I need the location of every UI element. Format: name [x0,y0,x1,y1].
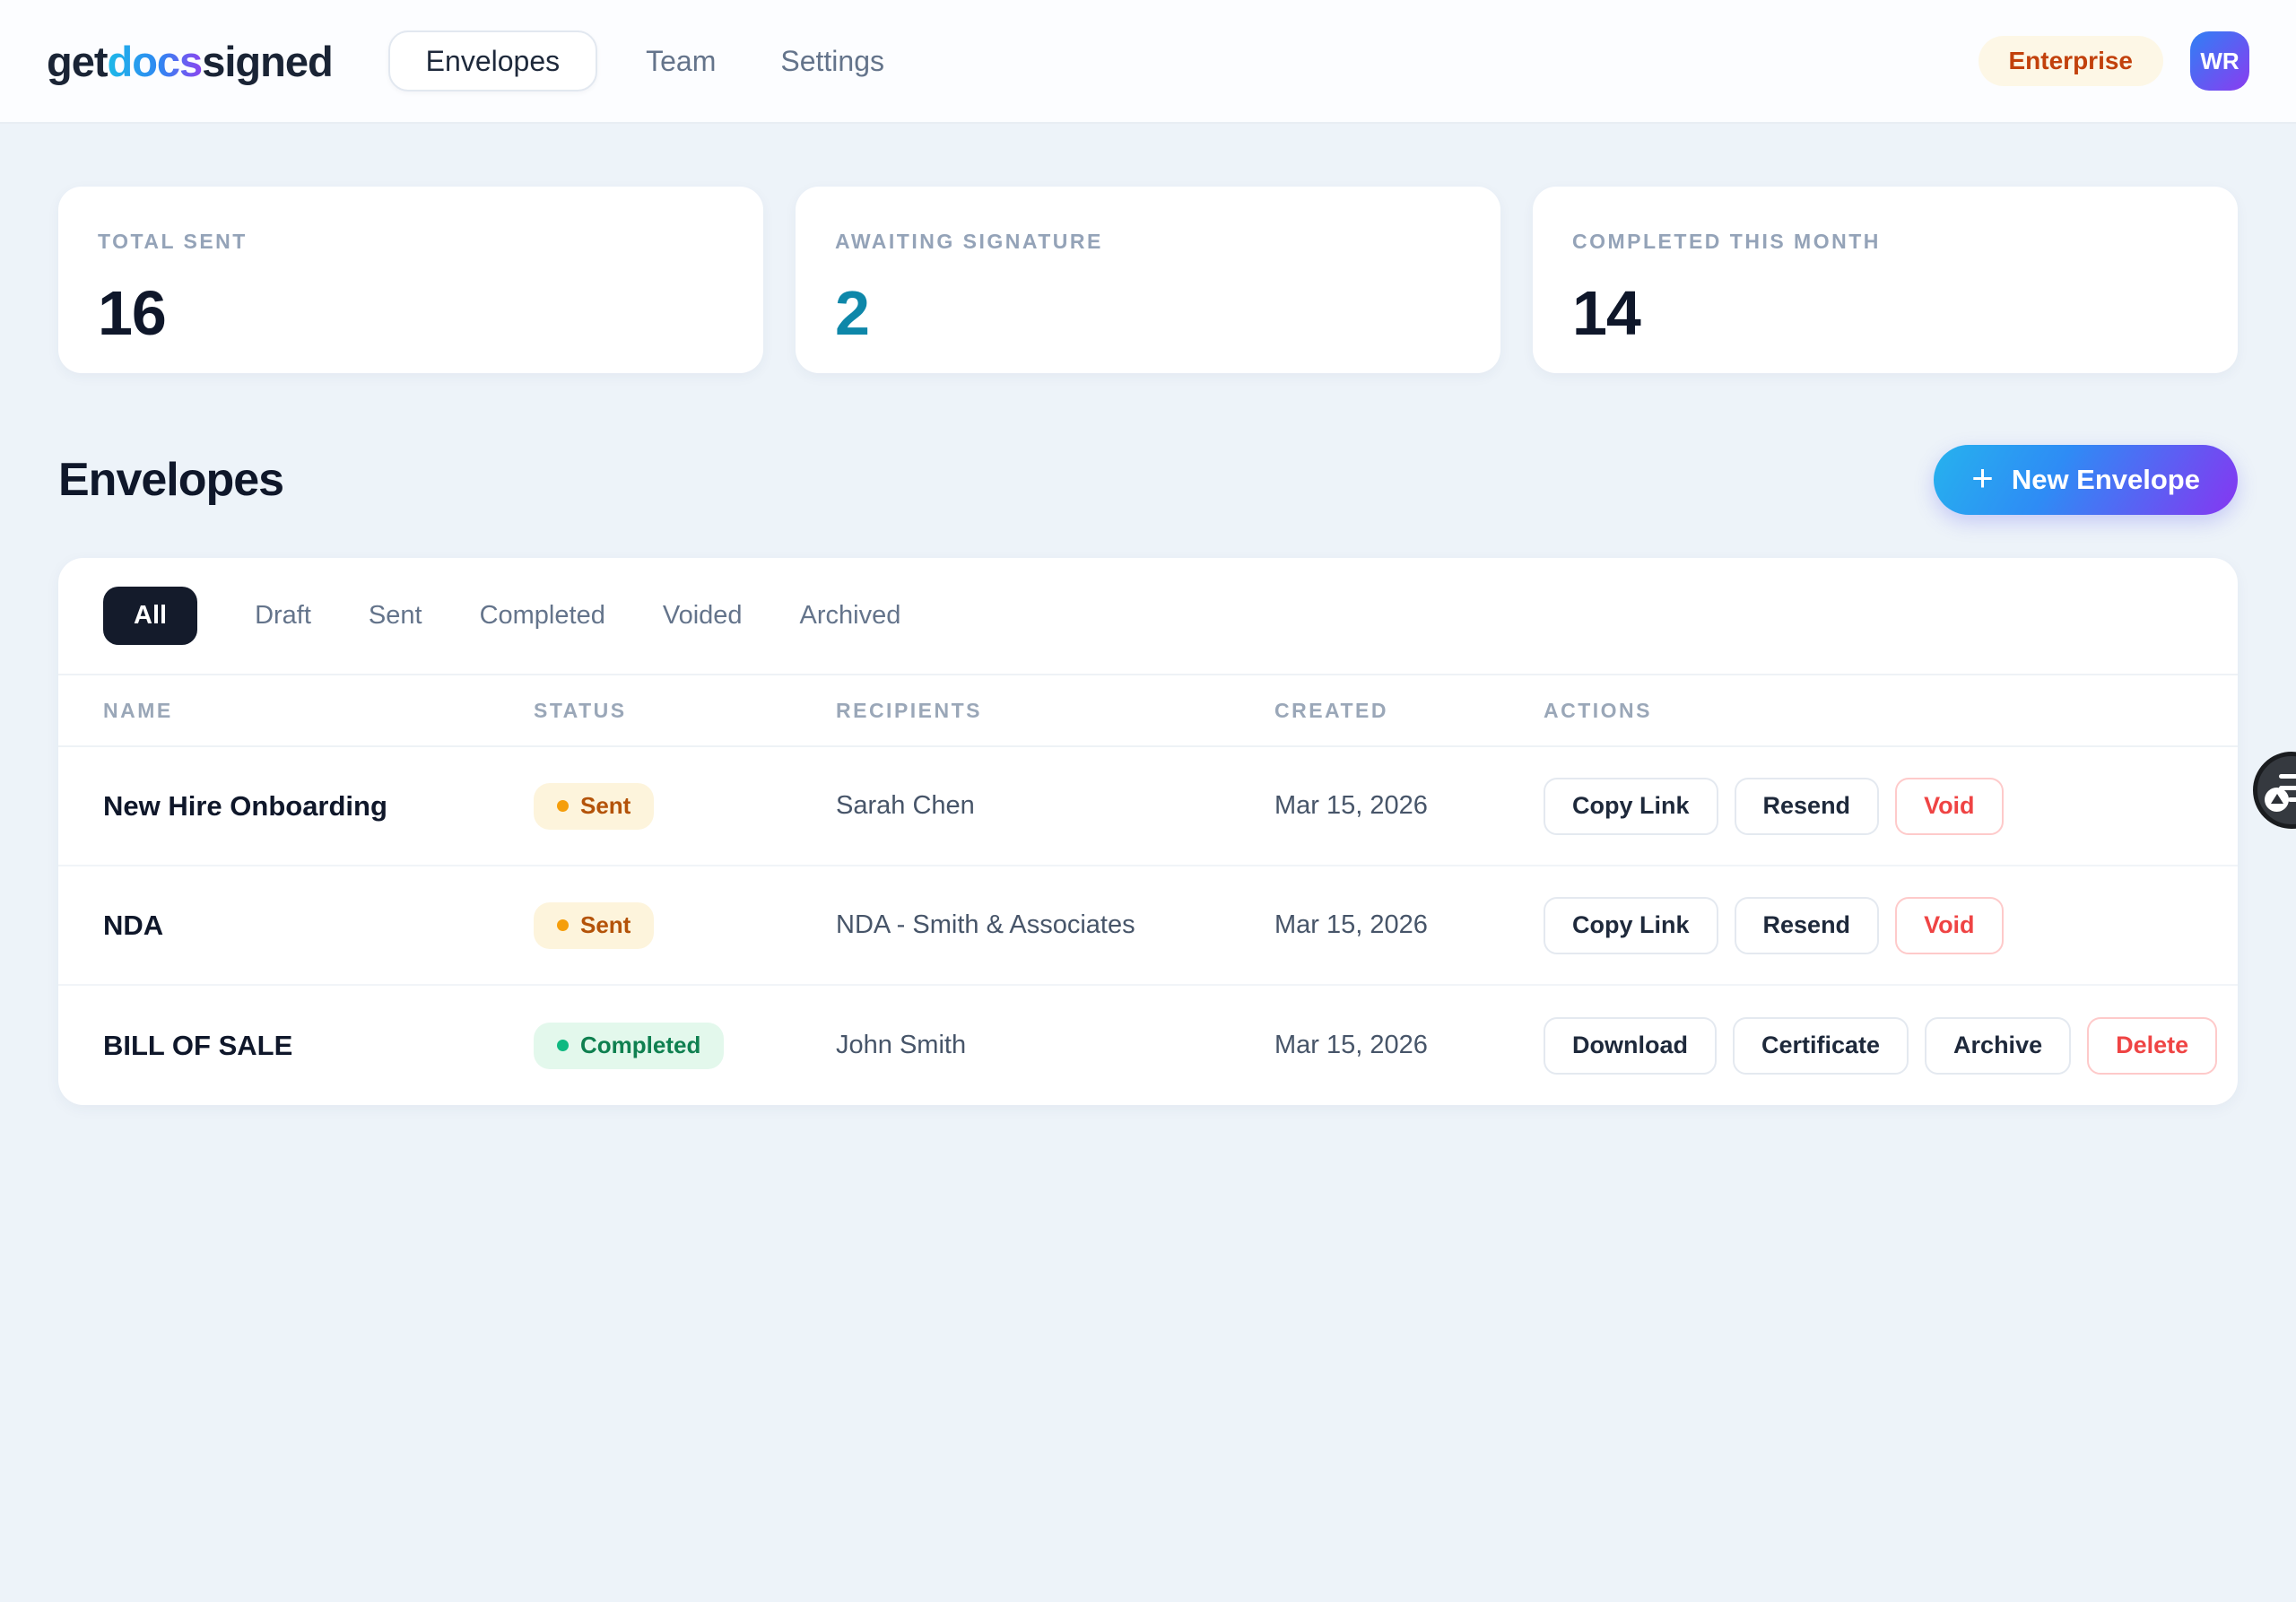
created-cell: Mar 15, 2026 [1274,791,1428,820]
status-label: Completed [580,1032,701,1058]
filter-tab-draft[interactable]: Draft [255,601,311,630]
copy-link-button[interactable]: Copy Link [1544,896,1718,954]
status-cell: Sent [534,901,836,949]
column-header-status: STATUS [534,698,627,722]
stat-card-0: TOTAL SENT 16 [58,187,763,373]
brand-logo: getdocssigned [47,37,334,86]
status-dot-icon [557,800,569,812]
transcript-list-icon [2265,772,2296,812]
column-header-recipients: RECIPIENTS [836,698,983,722]
assistant-widget-button[interactable] [2253,752,2296,829]
column-header-created: CREATED [1274,698,1388,722]
stats-row: TOTAL SENT 16 AWAITING SIGNATURE 2 COMPLETED… [0,124,2296,373]
download-button[interactable]: Download [1544,1016,1717,1075]
resend-button[interactable]: Resend [1734,896,1880,954]
filter-tab-sent[interactable]: Sent [368,601,422,630]
nav-item-team[interactable]: Team [646,44,717,77]
stat-card-2: COMPLETED THIS MONTH 14 [1533,187,2238,373]
envelope-name: New Hire Onboarding [103,789,387,822]
delete-button[interactable]: Delete [2087,1016,2218,1075]
brand-part-docs: docs [107,37,204,85]
status-dot-icon [557,919,569,931]
nav-item-settings[interactable]: Settings [780,44,884,77]
stat-value: 16 [98,278,167,348]
status-dot-icon [557,1040,569,1051]
stat-label: AWAITING SIGNATURE [835,230,1103,253]
row-actions: Download Certificate Archive Delete [1544,1016,2218,1075]
play-circle-icon [2265,788,2289,812]
status-cell: Sent [534,782,836,830]
row-actions: Copy Link Resend Void [1544,896,2193,954]
table-row: BILL OF SALE Completed John Smith Mar 15, 2… [58,986,2238,1105]
void-button[interactable]: Void [1895,896,2004,954]
user-avatar[interactable]: WR [2190,31,2249,91]
status-badge: Sent [534,901,655,949]
main-nav: Envelopes Team Settings [387,30,900,91]
section-head: Envelopes + New Envelope [0,373,2296,515]
new-envelope-button[interactable]: + New Envelope [1934,445,2238,515]
status-cell: Completed [534,1022,836,1069]
nav-item-envelopes[interactable]: Envelopes [387,30,598,91]
copy-link-button[interactable]: Copy Link [1544,777,1718,835]
resend-button[interactable]: Resend [1734,777,1880,835]
status-label: Sent [580,792,631,819]
filter-tab-all[interactable]: All [103,587,198,645]
recipients-cell: NDA - Smith & Associates [836,910,1135,939]
envelopes-panel: All Draft Sent Completed Voided Archived NAME… [58,558,2238,1105]
filter-tab-archived[interactable]: Archived [799,601,901,630]
filter-tab-completed[interactable]: Completed [479,601,605,630]
created-cell: Mar 15, 2026 [1274,910,1428,939]
row-actions: Copy Link Resend Void [1544,777,2193,835]
plan-badge: Enterprise [1978,36,2163,86]
header-right: Enterprise WR [1978,31,2249,91]
envelope-name: BILL OF SALE [103,1029,293,1061]
page-title: Envelopes [58,454,284,506]
recipients-cell: John Smith [836,1031,967,1059]
filter-tabs: All Draft Sent Completed Voided Archived [58,558,2238,675]
stat-label: COMPLETED THIS MONTH [1572,230,1881,253]
stat-value: 14 [1572,278,1641,348]
status-badge: Completed [534,1022,725,1069]
brand-part-signed: signed [202,37,333,85]
stat-card-1: AWAITING SIGNATURE 2 [796,187,1500,373]
table-row: NDA Sent NDA - Smith & Associates Mar 15, 2… [58,866,2238,986]
app-header: getdocssigned Envelopes Team Settings Ente… [0,0,2296,124]
table-header: NAME STATUS RECIPIENTS CREATED ACTIONS [58,675,2238,747]
status-badge: Sent [534,782,655,830]
stat-label: TOTAL SENT [98,230,248,253]
void-button[interactable]: Void [1895,777,2004,835]
table-row: New Hire Onboarding Sent Sarah Chen Mar 15,… [58,747,2238,866]
brand-part-get: get [47,37,108,85]
stat-value: 2 [835,278,870,348]
recipients-cell: Sarah Chen [836,791,975,820]
envelope-name: NDA [103,909,164,941]
certificate-button[interactable]: Certificate [1733,1016,1909,1075]
created-cell: Mar 15, 2026 [1274,1031,1428,1059]
new-envelope-label: New Envelope [2011,464,2200,495]
archive-button[interactable]: Archive [1925,1016,2072,1075]
status-label: Sent [580,911,631,938]
column-header-name: NAME [103,698,173,722]
table-body: New Hire Onboarding Sent Sarah Chen Mar 15,… [58,747,2238,1105]
filter-tab-voided[interactable]: Voided [662,601,743,630]
column-header-actions: ACTIONS [1544,698,1652,722]
